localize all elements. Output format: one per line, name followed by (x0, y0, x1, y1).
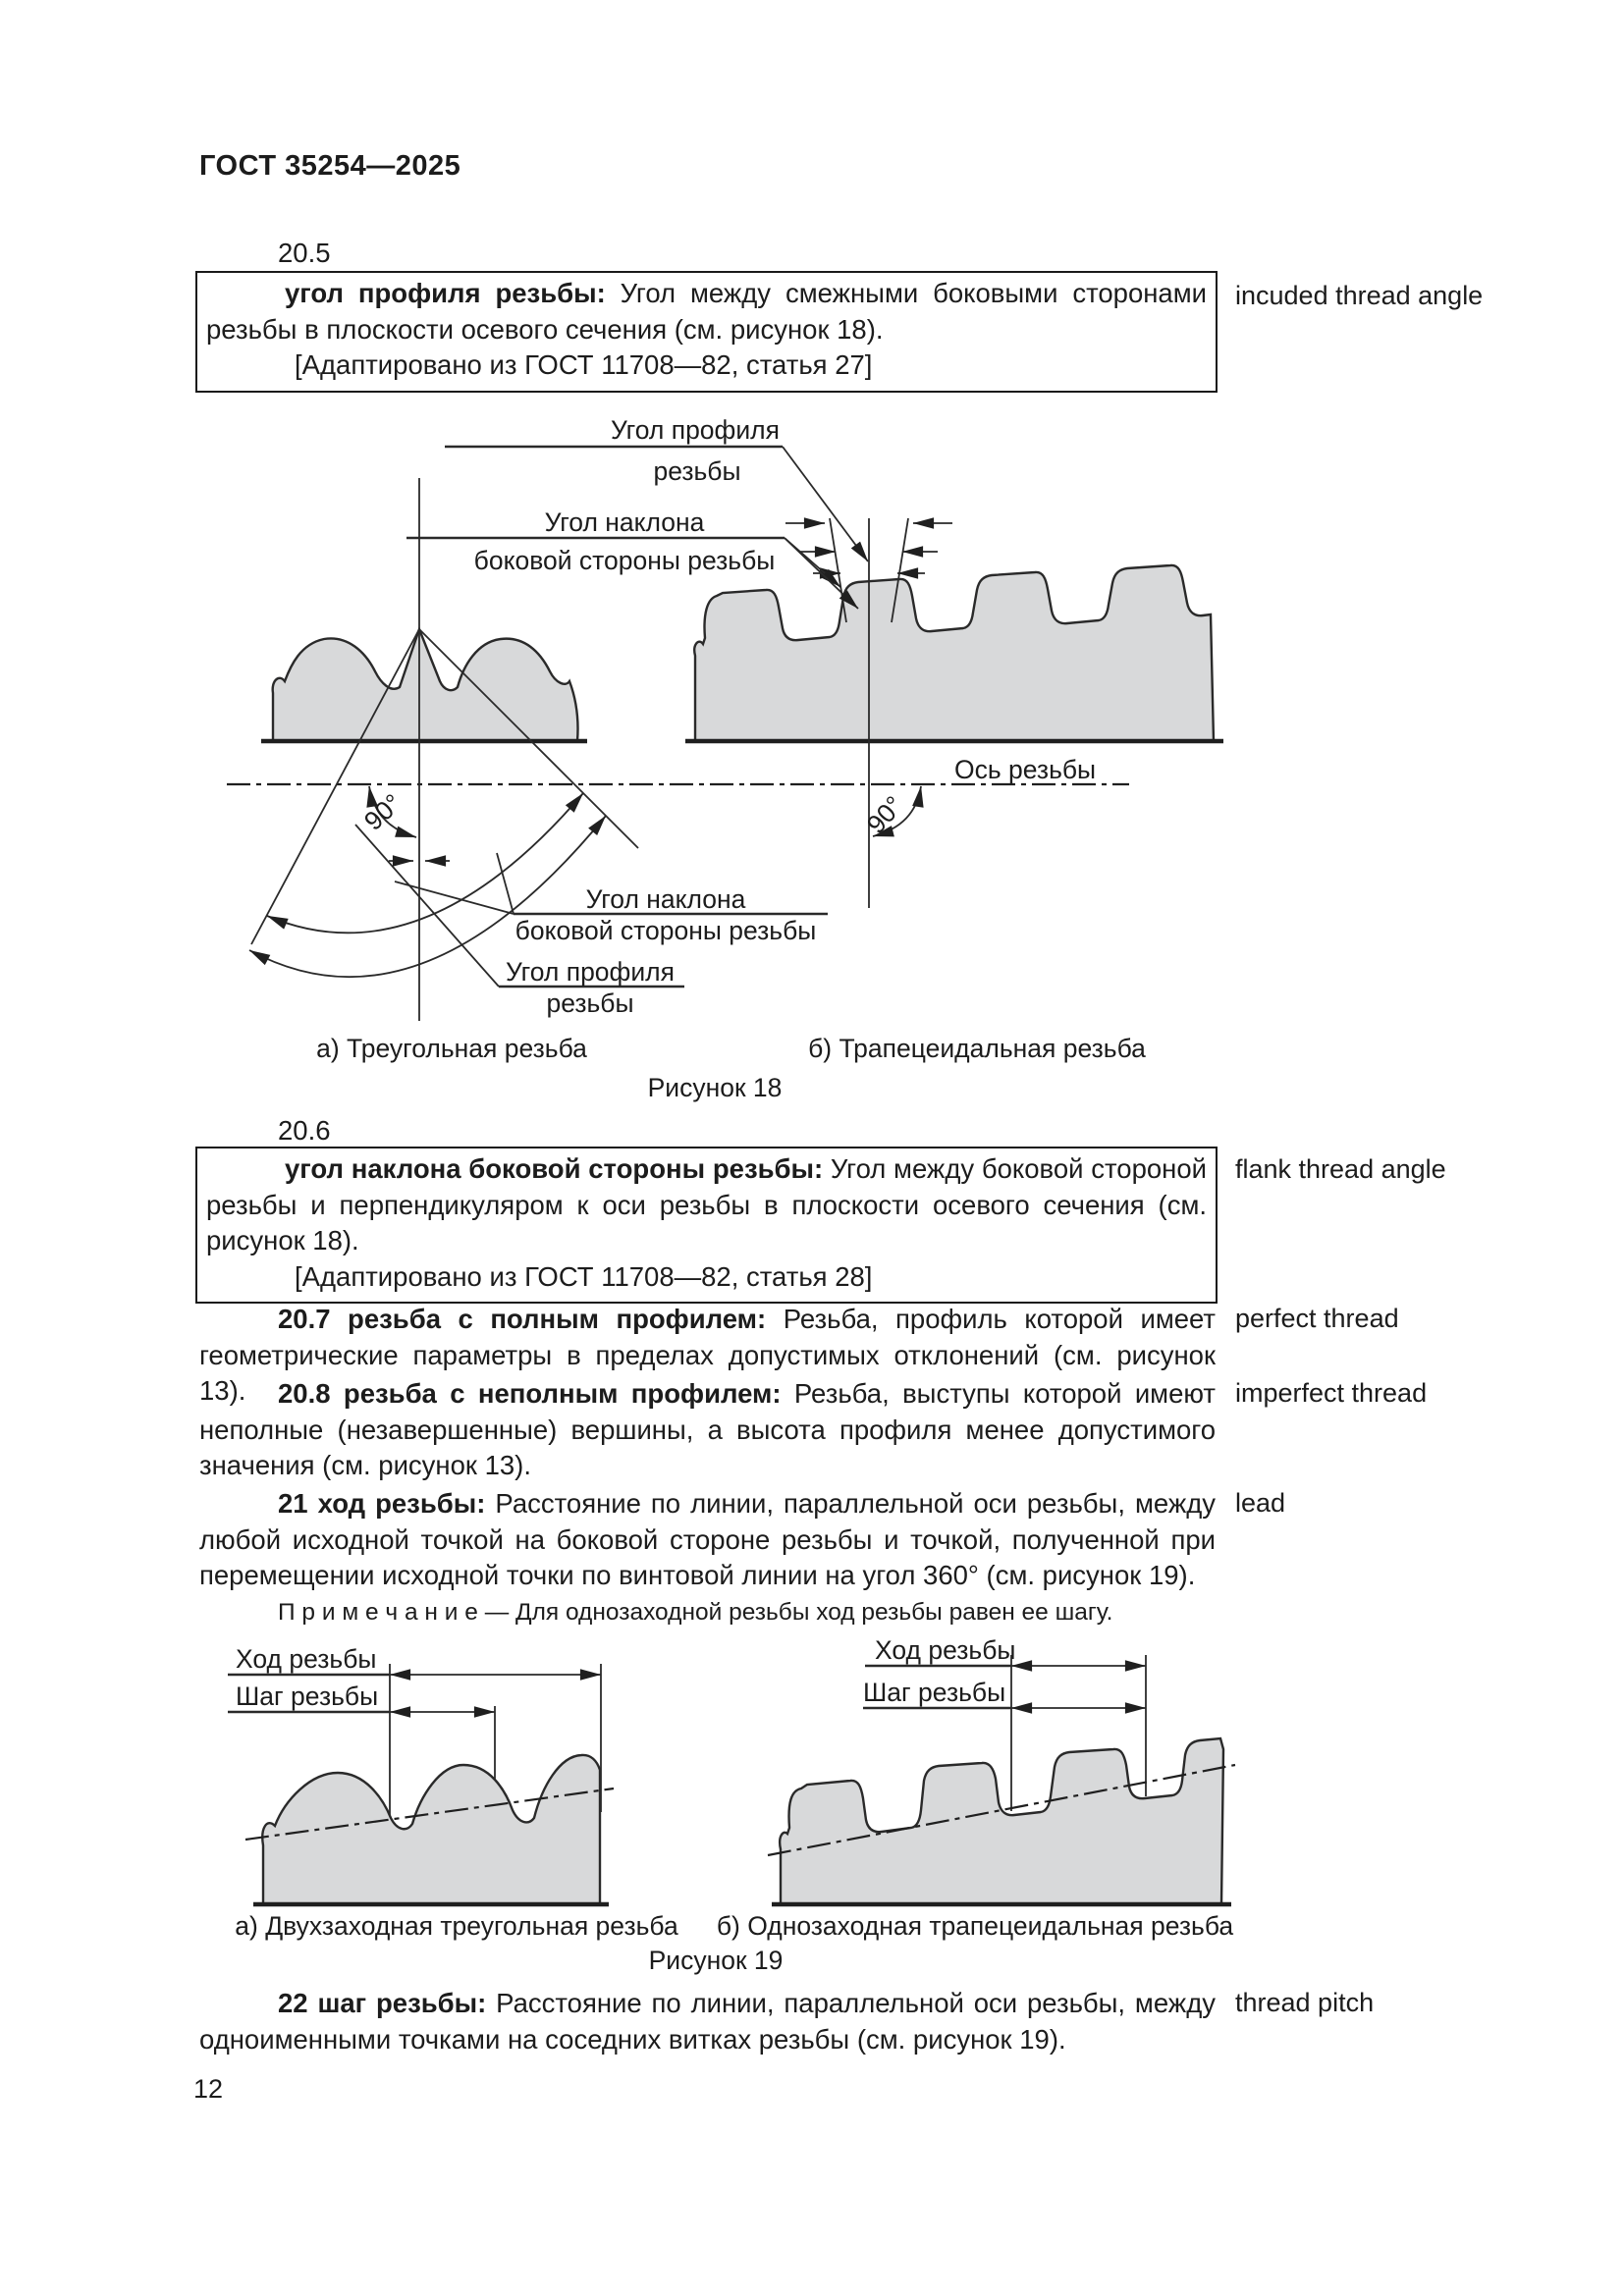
fig18-title: Рисунок 18 (648, 1073, 783, 1102)
fig18-label-profile-bottom-line2: резьбы (546, 988, 633, 1018)
definition-box-205: угол профиля резьбы: Угол между смежными… (195, 271, 1218, 393)
fig18-label-flank-top-line1: Угол наклона (545, 507, 705, 537)
fig19b-lead-label: Ход резьбы (875, 1635, 1015, 1665)
term-208: резьба с неполным профилем: (343, 1378, 782, 1409)
paragraph-208: 20.8 резьба с неполным профилем: Резьба,… (199, 1376, 1216, 1484)
adapted-note-206: [Адаптировано из ГОСТ 11708—82, статья 2… (295, 1260, 873, 1292)
margin-term-incuded-thread-angle: incuded thread angle (1235, 281, 1484, 310)
leader-flank-bottom-1 (496, 852, 514, 915)
clause-number-206: 20.6 (278, 1115, 331, 1146)
clause-number-205: 20.5 (278, 238, 331, 268)
note-21: П р и м е ч а н и е — Для однозаходной р… (278, 1599, 1113, 1626)
leader-profile-bottom (354, 824, 500, 988)
leader-profile-top (782, 446, 869, 562)
profile-angle-arc (248, 815, 607, 978)
fig18-caption-b: б) Трапецеидальная резьба (808, 1034, 1146, 1063)
definition-205: Угол между смежными боковыми сторонами р… (206, 278, 1207, 345)
definition-box-206: угол наклона боковой стороны резьбы: Уго… (195, 1147, 1218, 1304)
clause-number-208: 20.8 (278, 1378, 331, 1409)
fig18-label-profile-top-line1: Угол профиля (611, 415, 780, 445)
page-title: ГОСТ 35254—2025 (199, 150, 461, 182)
term-205: угол профиля резьбы: (285, 278, 606, 308)
term-21: ход резьбы: (317, 1488, 486, 1519)
margin-term-flank-thread-angle: flank thread angle (1235, 1154, 1446, 1184)
term-22: шаг резьбы: (317, 1988, 487, 2018)
right-flank-construction-line (418, 628, 639, 849)
fig19a-lead-label: Ход резьбы (236, 1644, 376, 1674)
paragraph-22: 22 шаг резьбы: Расстояние по линии, пара… (199, 1986, 1216, 2057)
definition-206: Угол между боковой стороной резьбы и пер… (206, 1153, 1207, 1255)
fig19-caption-b: б) Однозаходная трапецеидальная резьба (717, 1911, 1234, 1941)
figure-19: Ход резьбы Шаг резьбы а) Двухзаходная тр… (228, 1635, 1236, 1975)
clause-number-207: 20.7 (278, 1304, 331, 1334)
definition-21: Расстояние по линии, параллельной оси ре… (199, 1488, 1217, 1590)
triangular-thread-body (271, 625, 579, 743)
trapezoidal-thread-body (693, 563, 1216, 743)
margin-term-imperfect-thread: imperfect thread (1235, 1378, 1428, 1408)
page-number: 12 (193, 2074, 224, 2104)
figure-18: 90° Угол наклона боковой стороны резьбы … (227, 415, 1223, 1102)
fig19a-thread-body (261, 1753, 602, 1906)
axis-label: Ось резьбы (954, 755, 1096, 784)
term-206: угол наклона боковой стороны резьбы: (285, 1153, 824, 1184)
paragraph-21: 21 ход резьбы: Расстояние по линии, пара… (199, 1486, 1216, 1594)
clause-number-22: 22 (278, 1988, 308, 2018)
leader-flank-top-2 (784, 537, 859, 610)
fig18-label-flank-bottom-line2: боковой стороны резьбы (515, 916, 817, 945)
margin-term-perfect-thread: perfect thread (1235, 1304, 1399, 1333)
fig19a-helix-line (244, 1787, 615, 1842)
fig19b-thread-body (779, 1736, 1225, 1906)
angle-arc-90-right (872, 785, 924, 837)
fig18-label-profile-bottom-line1: Угол профиля (506, 957, 675, 987)
fig18-label-flank-bottom-line1: Угол наклона (586, 884, 746, 914)
definition-208: Резьба, выступы которой имеют неполные (… (199, 1378, 1216, 1480)
fig19b-pitch-label: Шаг резьбы (863, 1678, 1005, 1707)
tooth-flank-line-left (829, 517, 847, 623)
leader-flank-bottom-2 (394, 881, 514, 915)
adapted-note-205: [Адаптировано из ГОСТ 11708—82, статья 2… (295, 349, 873, 380)
term-207: резьба с полным профилем: (348, 1304, 767, 1334)
margin-term-lead: lead (1235, 1488, 1286, 1518)
fig19-title: Рисунок 19 (649, 1946, 784, 1975)
definition-22: Расстояние по линии, параллельной оси ре… (199, 1988, 1216, 2055)
margin-term-thread-pitch: thread pitch (1235, 1988, 1375, 2017)
flank-angle-arc (266, 792, 584, 934)
angle-value-left: 90° (358, 788, 407, 836)
fig18-label-flank-top-line2: боковой стороны резьбы (474, 546, 776, 575)
paragraph-207: 20.7 резьба с полным профилем: Резьба, п… (199, 1302, 1216, 1410)
clause-number-21: 21 (278, 1488, 308, 1519)
fig19-caption-a: а) Двухзаходная треугольная резьба (235, 1911, 678, 1941)
fig18-label-profile-top-line2: резьбы (653, 456, 740, 486)
fig18-caption-a: а) Треугольная резьба (316, 1034, 587, 1063)
definition-207: Резьба, профиль которой имеет геометриче… (199, 1304, 1216, 1406)
fig19a-pitch-label: Шаг резьбы (236, 1682, 378, 1711)
